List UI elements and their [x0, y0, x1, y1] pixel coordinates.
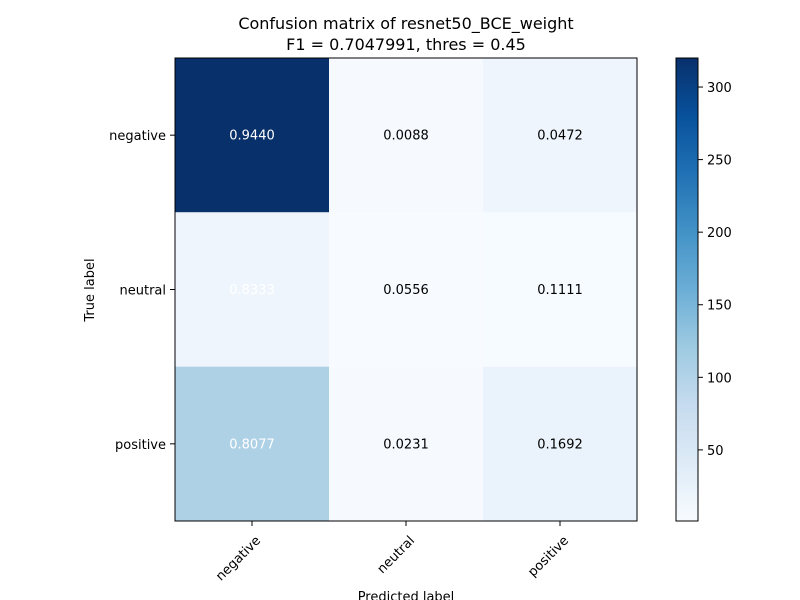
cell-value-label: 0.0231	[383, 437, 429, 452]
heatmap-cell	[483, 366, 637, 521]
cell-value-label: 0.1111	[537, 283, 583, 298]
colorbar-ticks: 50 100 150 200 250 300	[698, 81, 732, 459]
heatmap-cell	[175, 366, 329, 521]
colorbar-tick-label: 100	[707, 371, 732, 386]
y-axis-label: True label	[83, 258, 98, 322]
chart-title-line-1: Confusion matrix of resnet50_BCE_weight	[238, 14, 573, 34]
y-tick-label: negative	[109, 129, 166, 144]
cell-value-label: 0.1692	[537, 437, 583, 452]
y-tick-label: neutral	[120, 284, 167, 299]
heatmap-cell	[329, 366, 483, 521]
cell-value-label: 0.0472	[537, 129, 583, 144]
x-axis-label: Predicted label	[358, 590, 455, 600]
heatmap-cell	[483, 212, 637, 367]
colorbar-tick-label: 300	[707, 81, 732, 96]
cell-value-label: 0.8077	[229, 437, 275, 452]
chart-title-line-2: F1 = 0.7047991, thres = 0.45	[286, 35, 526, 54]
x-tick-label: neutral	[375, 533, 418, 576]
colorbar-tick-label: 150	[707, 299, 732, 314]
heatmap-cells: 0.9440 0.0088 0.0472 0.8333 0.0556 0.1111 0.80…	[175, 58, 637, 521]
y-axis-ticks: negative neutral positive	[109, 129, 175, 453]
heatmap-cell	[175, 212, 329, 367]
colorbar-tick-label: 250	[707, 154, 732, 169]
cell-value-label: 0.0556	[383, 283, 429, 298]
heatmap-cell	[175, 58, 329, 213]
colorbar-tick-label: 50	[707, 444, 724, 459]
x-tick-label: positive	[525, 533, 572, 580]
y-tick-label: positive	[115, 438, 166, 453]
heatmap-cell	[483, 58, 637, 213]
colorbar	[675, 57, 699, 522]
heatmap-cell	[329, 58, 483, 213]
heatmap-cell	[329, 212, 483, 367]
cell-value-label: 0.9440	[229, 129, 275, 144]
x-axis-ticks: negative neutral positive	[213, 521, 572, 584]
x-tick-label: negative	[213, 533, 264, 584]
colorbar-tick-label: 200	[707, 226, 732, 241]
cell-value-label: 0.0088	[383, 129, 429, 144]
cell-value-label: 0.8333	[229, 283, 275, 298]
